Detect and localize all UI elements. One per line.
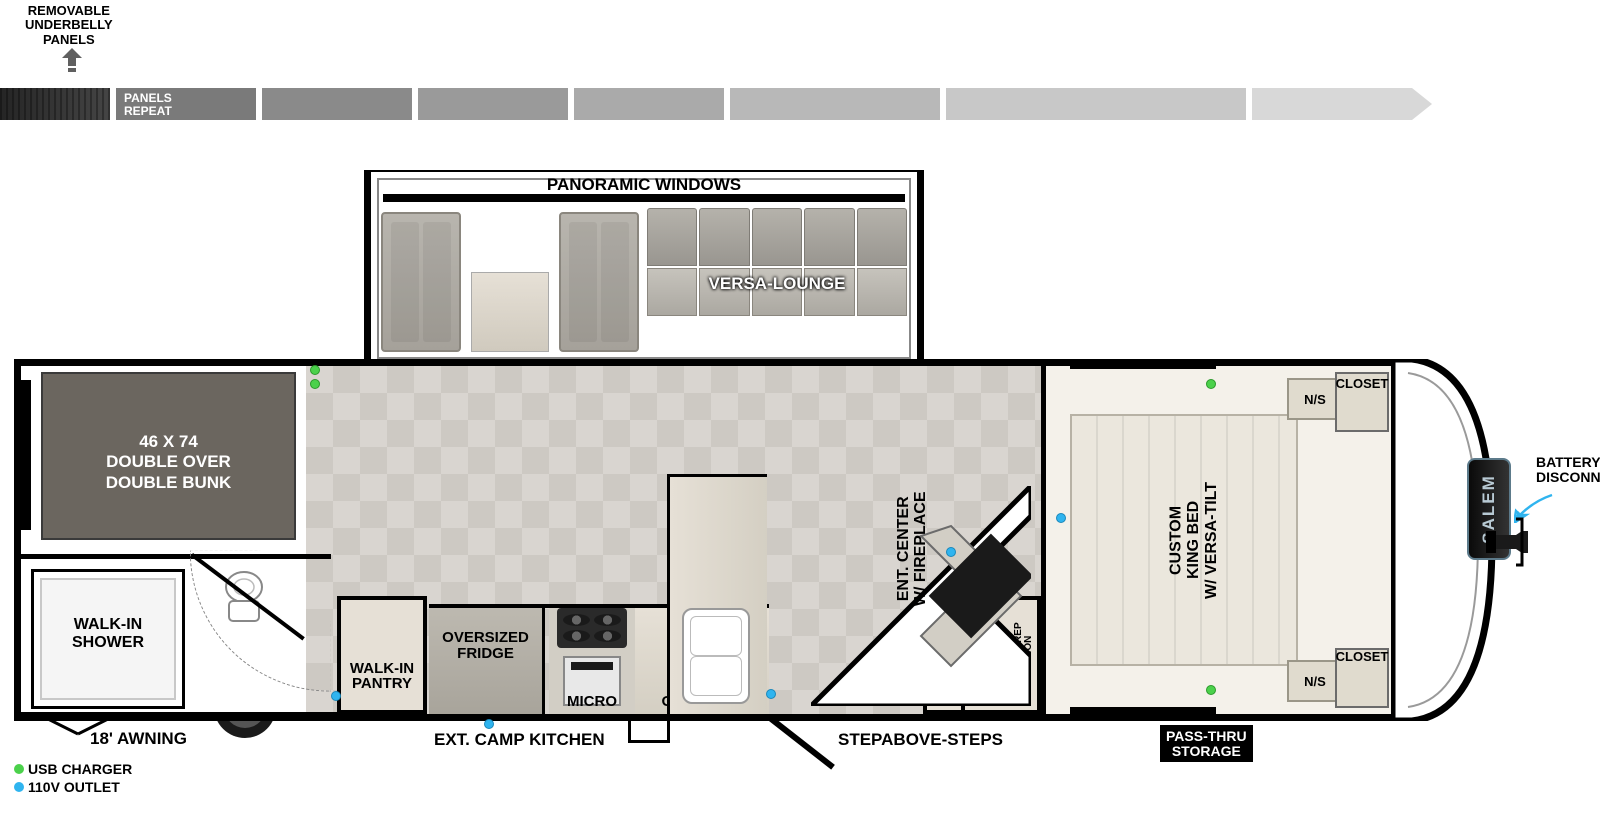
panel-segment: [418, 88, 568, 120]
ent-center-label: ENT. CENTERW/ FIREPLACE: [896, 489, 930, 609]
bunk-label: 46 X 74DOUBLE OVERDOUBLE BUNK: [43, 432, 294, 493]
king-bed: CUSTOMKING BEDW/ VERSA-TILT: [1070, 414, 1298, 666]
battery-disconnect-label: BATTERYDISCONNECT: [1536, 455, 1600, 486]
legend-outlet-label: 110V OUTLET: [28, 779, 120, 795]
underbelly-label: REMOVABLEUNDERBELLYPANELS: [25, 4, 113, 47]
bunk-area: 46 X 74DOUBLE OVERDOUBLE BUNK: [21, 366, 306, 546]
closet-top-label: CLOSET: [1333, 376, 1391, 391]
panel-arrow-icon: [1412, 88, 1432, 120]
legend-usb-label: USB CHARGER: [28, 761, 132, 777]
front-cap: SALEM: [1392, 359, 1500, 721]
dinette: [381, 208, 639, 358]
steps-label: STEPABOVE-STEPS: [838, 730, 1003, 750]
bathroom: WALK-INSHOWER: [21, 554, 331, 714]
outlet-dot-icon: [1056, 513, 1066, 523]
panel-segment: [946, 88, 1246, 120]
closet-bottom-label: CLOSET: [1333, 649, 1391, 664]
outlet-dot-icon: [331, 691, 341, 701]
usb-charger-dot-icon: [310, 365, 320, 375]
dinette-table: [471, 272, 549, 352]
usb-dot-icon: [14, 764, 24, 774]
awning-icon: [20, 710, 340, 736]
dinette-seat-left: [381, 212, 461, 352]
camp-kitchen-label: EXT. CAMP KITCHEN: [434, 730, 605, 750]
outlet-dot-icon: [946, 547, 956, 557]
bed-label: CUSTOMKING BEDW/ VERSA-TILT: [1134, 414, 1254, 666]
panoramic-windows-label: PANORAMIC WINDOWS: [371, 175, 917, 195]
walk-in-pantry-label: WALK-INPANTRY: [341, 661, 423, 693]
panel-segment: [574, 88, 724, 120]
legend-outlet: 110V OUTLET: [14, 779, 132, 795]
usb-charger-dot-icon: [1206, 685, 1216, 695]
micro-label: MICRO: [547, 693, 637, 710]
ent-center: ENT. CENTERW/ FIREPLACE: [811, 486, 1031, 706]
outlet-dot-icon: [14, 782, 24, 792]
panoramic-window-bar: [383, 194, 905, 202]
l-counter: [667, 474, 767, 714]
walk-in-pantry: WALK-INPANTRY: [337, 596, 427, 714]
bedroom-window-bottom: [1070, 707, 1216, 715]
bunk-bed: 46 X 74DOUBLE OVERDOUBLE BUNK: [41, 372, 296, 540]
panel-dark: [0, 88, 110, 120]
panel-segment: [262, 88, 412, 120]
sink-icon: [682, 608, 750, 704]
panels-repeat-label: PANELSREPEAT: [124, 92, 172, 118]
top-section: REMOVABLEUNDERBELLYPANELS PANELSREPEAT: [0, 0, 1600, 130]
entry-door-icon: [768, 716, 835, 770]
bedroom-window-top: [1070, 361, 1216, 369]
underbelly-arrow-icon: [62, 48, 82, 72]
usb-charger-dot-icon: [1206, 379, 1216, 389]
hitch-icon: [1486, 513, 1528, 571]
dinette-seat-right: [559, 212, 639, 352]
outlet-dot-icon: [484, 719, 494, 729]
panel-segment: [730, 88, 940, 120]
bedroom: CUSTOMKING BEDW/ VERSA-TILT N/S N/S CLOS…: [1046, 366, 1391, 714]
main-body: 46 X 74DOUBLE OVERDOUBLE BUNK WALK-INSHO…: [14, 359, 1398, 721]
floorplan: PANORAMIC WINDOWS VERSA-LOUNGE 46 X 74DO…: [14, 165, 1514, 785]
panels-row: [0, 88, 1440, 120]
bunk-window: [21, 380, 31, 530]
slideout-cutout: [364, 158, 924, 170]
panel-segment: [1252, 88, 1412, 120]
legend: USB CHARGER 110V OUTLET: [14, 759, 132, 795]
versa-lounge: VERSA-LOUNGE: [647, 208, 907, 358]
versa-lounge-label: VERSA-LOUNGE: [647, 274, 907, 294]
burners-icon: [557, 608, 627, 648]
legend-usb: USB CHARGER: [14, 761, 132, 777]
fridge-label: OVERSIZEDFRIDGE: [429, 630, 542, 662]
outlet-dot-icon: [766, 689, 776, 699]
slideout: PANORAMIC WINDOWS VERSA-LOUNGE: [364, 165, 924, 365]
usb-charger-dot-icon: [310, 379, 320, 389]
passthru-label: PASS-THRUSTORAGE: [1160, 725, 1253, 762]
oversized-fridge: OVERSIZEDFRIDGE: [429, 608, 545, 714]
